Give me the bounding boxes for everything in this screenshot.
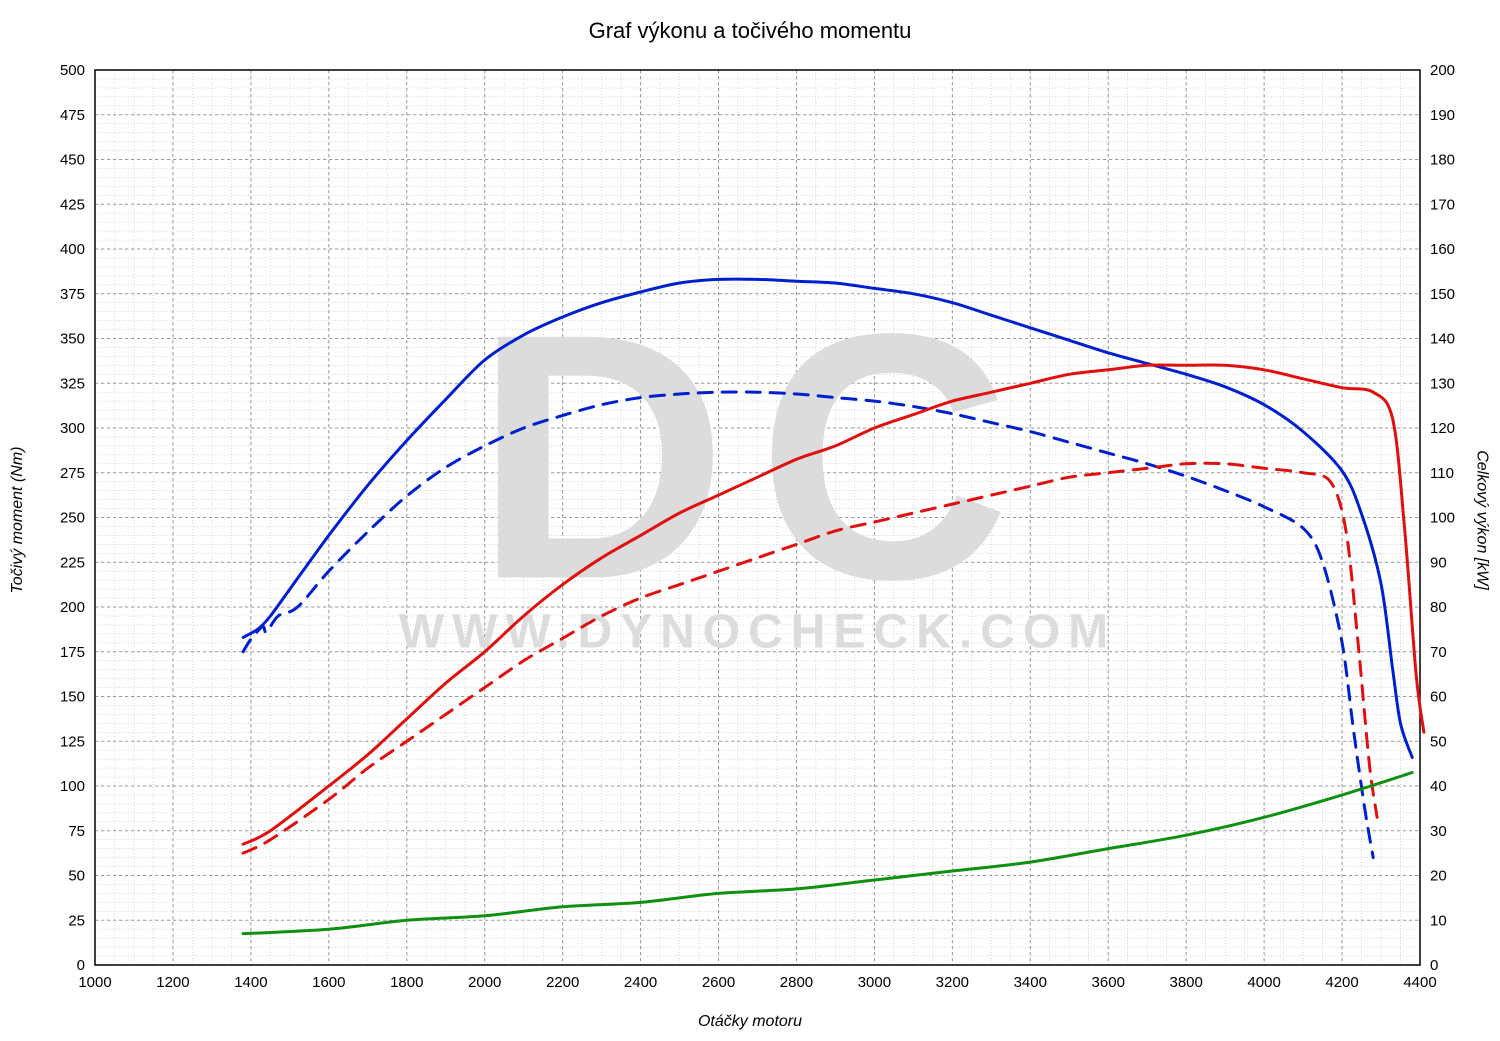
y-left-tick-label: 250 — [60, 510, 85, 527]
y-right-tick-label: 40 — [1430, 778, 1447, 795]
x-tick-label: 3600 — [1092, 974, 1125, 991]
x-tick-label: 3000 — [858, 974, 891, 991]
y-left-tick-label: 275 — [60, 465, 85, 482]
x-tick-label: 1200 — [156, 974, 189, 991]
y-right-tick-label: 200 — [1430, 62, 1455, 79]
y-left-tick-label: 25 — [68, 912, 85, 929]
y-left-tick-label: 175 — [60, 644, 85, 661]
y-left-tick-label: 325 — [60, 375, 85, 392]
y-right-tick-label: 180 — [1430, 152, 1455, 169]
y-left-tick-label: 400 — [60, 241, 85, 258]
y-right-tick-label: 140 — [1430, 331, 1455, 348]
y-left-tick-label: 100 — [60, 778, 85, 795]
x-tick-label: 1600 — [312, 974, 345, 991]
y-right-tick-label: 50 — [1430, 733, 1447, 750]
x-tick-label: 2600 — [702, 974, 735, 991]
y-left-tick-label: 300 — [60, 420, 85, 437]
y-right-tick-label: 80 — [1430, 599, 1447, 616]
x-tick-label: 2800 — [780, 974, 813, 991]
y-right-tick-label: 10 — [1430, 912, 1447, 929]
y-right-tick-label: 60 — [1430, 689, 1447, 706]
x-tick-label: 1400 — [234, 974, 267, 991]
series-drag-losses — [243, 773, 1412, 934]
y-left-tick-label: 375 — [60, 286, 85, 303]
y-right-tick-label: 160 — [1430, 241, 1455, 258]
x-tick-label: 3200 — [936, 974, 969, 991]
dyno-chart: 1000120014001600180020002200240026002800… — [0, 0, 1500, 1041]
y-left-tick-label: 50 — [68, 868, 85, 885]
x-tick-label: 2200 — [546, 974, 579, 991]
dyno-chart-page: { "chart": { "type": "line", "title": "G… — [0, 0, 1500, 1041]
y-right-tick-label: 150 — [1430, 286, 1455, 303]
x-tick-label: 3800 — [1169, 974, 1202, 991]
y-right-tick-label: 130 — [1430, 375, 1455, 392]
x-tick-label: 2400 — [624, 974, 657, 991]
y-left-tick-label: 350 — [60, 331, 85, 348]
y-left-tick-label: 225 — [60, 554, 85, 571]
x-tick-label: 4200 — [1325, 974, 1358, 991]
y-left-tick-label: 200 — [60, 599, 85, 616]
y-axis-left-label: Točivý moment (Nm) — [9, 447, 27, 594]
x-tick-label: 2000 — [468, 974, 501, 991]
y-right-tick-label: 110 — [1430, 465, 1454, 482]
y-left-tick-label: 150 — [60, 689, 85, 706]
x-tick-label: 1000 — [78, 974, 111, 991]
y-right-tick-label: 0 — [1430, 957, 1438, 974]
watermark-main: DC — [475, 262, 1041, 653]
x-tick-label: 4400 — [1403, 974, 1436, 991]
y-right-tick-label: 20 — [1430, 868, 1447, 885]
chart-title: Graf výkonu a točivého momentu — [0, 18, 1500, 44]
y-right-tick-label: 30 — [1430, 823, 1447, 840]
x-tick-label: 3400 — [1014, 974, 1047, 991]
y-right-tick-label: 90 — [1430, 554, 1447, 571]
y-left-tick-label: 500 — [60, 62, 85, 79]
x-axis-label: Otáčky motoru — [0, 1013, 1500, 1031]
y-left-tick-label: 475 — [60, 107, 85, 124]
y-left-tick-label: 75 — [68, 823, 85, 840]
x-tick-label: 4000 — [1247, 974, 1280, 991]
x-tick-label: 1800 — [390, 974, 423, 991]
y-left-tick-label: 125 — [60, 733, 85, 750]
y-right-tick-label: 190 — [1430, 107, 1455, 124]
y-right-tick-label: 170 — [1430, 196, 1455, 213]
y-left-tick-label: 0 — [77, 957, 85, 974]
y-left-tick-label: 450 — [60, 152, 85, 169]
y-right-tick-label: 70 — [1430, 644, 1447, 661]
y-right-tick-label: 100 — [1430, 510, 1455, 527]
y-left-tick-label: 425 — [60, 196, 85, 213]
y-right-tick-label: 120 — [1430, 420, 1455, 437]
y-axis-right-label: Celkový výkon [kW] — [1473, 450, 1491, 590]
